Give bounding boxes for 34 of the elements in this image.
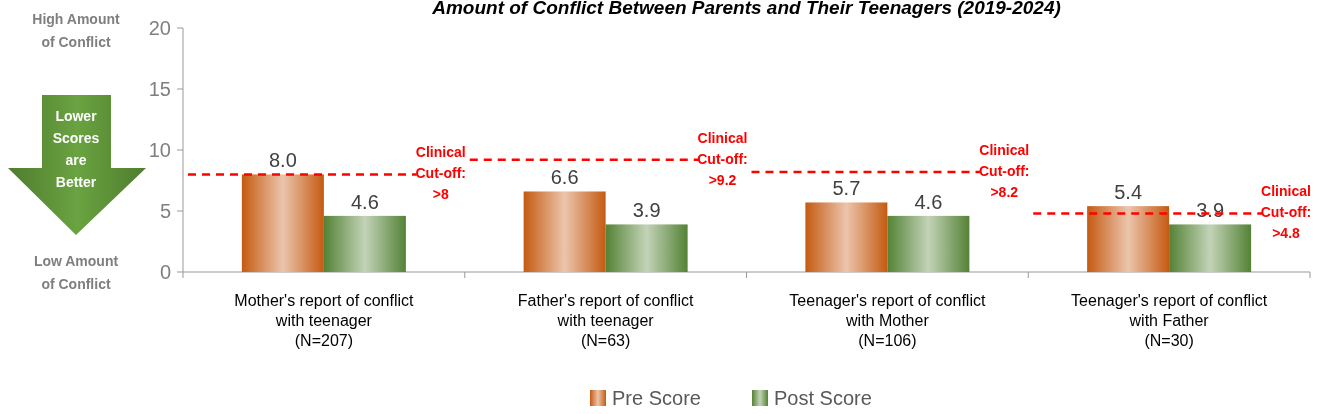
ref-line-label: Clinical Cut-off: >8: [415, 144, 467, 203]
chart-title: Amount of Conflict Between Parents and Their Teenagers (2019-2024): [431, 0, 1061, 18]
legend-label: Pre Score: [612, 387, 701, 409]
ref-line-label: Clinical Cut-off: >8.2: [978, 141, 1030, 200]
bar: [605, 224, 688, 272]
data-label: 6.6: [550, 166, 579, 189]
x-tick-label: Mother's report of conflict with teenager (N=207): [234, 292, 414, 349]
text: Low Amount of Conflict: [33, 253, 119, 292]
x-tick-label: Teenager's report of conflict with Mother (N=106): [789, 292, 986, 349]
y-tick-label: 10: [148, 139, 171, 161]
data-label: 4.6: [350, 190, 379, 213]
bar: [805, 202, 888, 272]
bar: [887, 215, 970, 272]
bar: [1169, 224, 1252, 272]
data-label: 4.6: [914, 190, 943, 213]
y-tick-label: 5: [159, 200, 171, 222]
text: High Amount of Conflict: [32, 11, 121, 50]
data-label: 5.7: [832, 177, 861, 200]
bar: [241, 174, 324, 272]
y-tick-label: 20: [148, 17, 171, 39]
bar: [1087, 206, 1170, 272]
legend-label: Post Score: [774, 387, 872, 409]
ref-line-label: Clinical Cut-off: >9.2: [697, 129, 748, 188]
y-tick-label: 0: [159, 261, 171, 283]
data-label: 3.9: [632, 199, 661, 222]
data-label: 5.4: [1114, 181, 1143, 204]
y-tick-label: 15: [148, 78, 171, 100]
data-label: 8.0: [268, 149, 297, 172]
bar: [323, 215, 406, 272]
text: Lower Scores are Better: [52, 108, 100, 190]
x-tick-label: Teenager's report of conflict with Father (N=30): [1071, 292, 1268, 349]
x-tick-label: Father's report of conflict with teenager (N=63): [517, 292, 694, 349]
ref-line-label: Clinical Cut-off: >4.8: [1260, 183, 1312, 242]
bar: [523, 191, 606, 272]
